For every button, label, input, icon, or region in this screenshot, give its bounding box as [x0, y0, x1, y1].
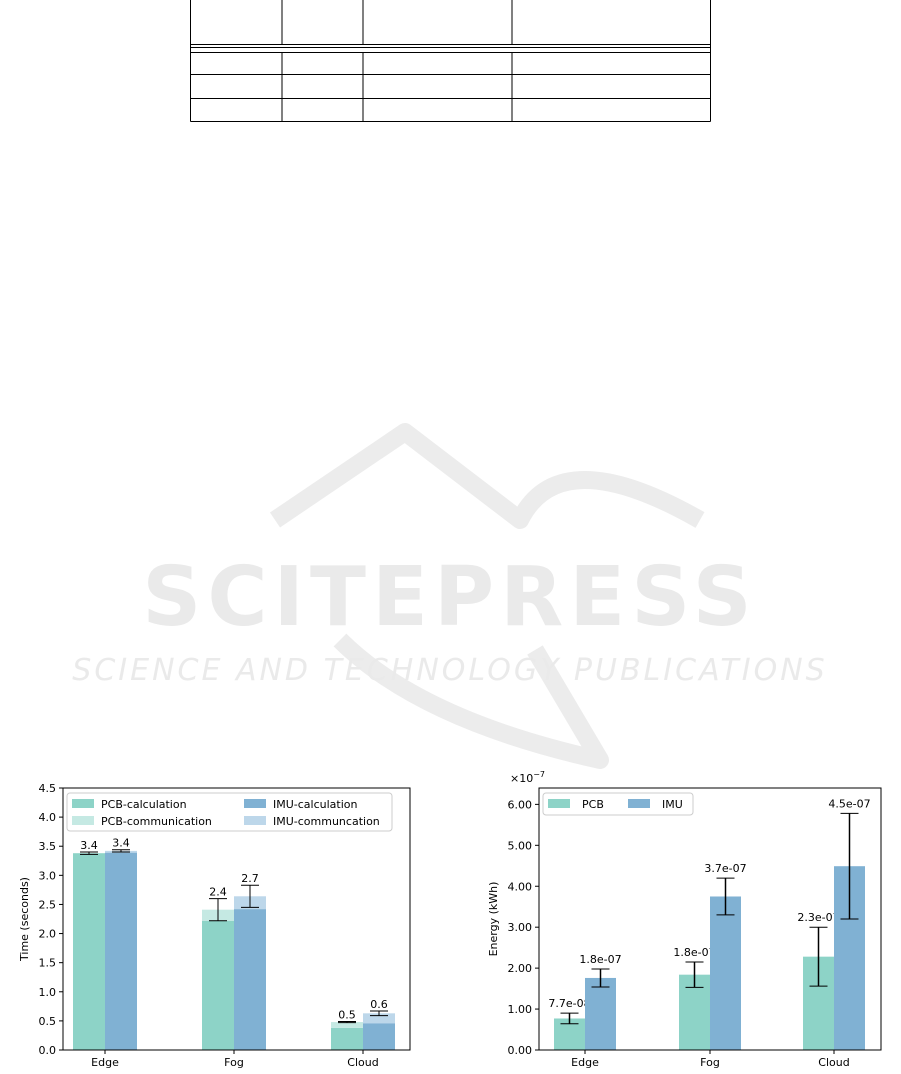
data-label: 4.5e-07	[828, 797, 870, 810]
y-tick-label: 2.5	[39, 898, 57, 911]
y-tick-label: 4.00	[508, 880, 533, 893]
y-tick-label: 1.00	[508, 1003, 533, 1016]
results-table	[190, 0, 711, 122]
bar-imu	[585, 977, 616, 1050]
legend-swatch	[72, 816, 94, 825]
y-tick-label: 0.00	[508, 1044, 533, 1057]
y-tick-label: 3.00	[508, 921, 533, 934]
x-tick-label: Cloud	[347, 1056, 378, 1069]
y-axis-label: Energy (kWh)	[487, 882, 500, 957]
data-label: 3.4	[80, 839, 98, 852]
legend-swatch	[548, 799, 570, 808]
data-label: 1.8e-07	[673, 946, 715, 959]
y-tick-label: 3.0	[39, 869, 57, 882]
bar-imu-calculation	[105, 852, 137, 1050]
time-chart: 0.0 0.5 1.0 1.5 2.0 2.5 3.0 3.5 4.0 4.5 Edge Fog Clo…	[18, 782, 411, 1069]
legend-box	[542, 792, 694, 816]
y-tick-label: 3.5	[39, 840, 57, 853]
data-label: 1.8e-07	[579, 953, 621, 966]
y-tick-label: 5.00	[508, 839, 533, 852]
legend-label: IMU-communcation	[273, 815, 380, 828]
legend-swatch	[244, 799, 266, 808]
legend-box	[66, 792, 393, 832]
legend: PCB IMU	[542, 792, 694, 816]
data-label: 3.7e-07	[704, 862, 746, 875]
plot-frame	[62, 787, 411, 1051]
y-axis-label: Time (seconds)	[18, 877, 31, 962]
data-label: 0.6	[370, 998, 388, 1011]
plot-frame	[538, 787, 882, 1051]
data-label: 2.4	[209, 886, 227, 899]
legend-label: IMU-calculation	[273, 798, 358, 811]
legend-label: PCB-communication	[101, 815, 212, 828]
x-tick-label: Edge	[571, 1056, 599, 1069]
y-tick-label: 4.0	[39, 811, 57, 824]
bar-pcb-calculation	[331, 1027, 363, 1050]
bar-imu-calculation	[234, 909, 266, 1050]
watermark-logo-icon	[269, 423, 705, 769]
x-tick-label: Edge	[91, 1056, 119, 1069]
axis-offset-text: ×10−7	[510, 770, 545, 785]
energy-chart: 0.00 1.00 2.00 3.00 4.00 5.00 6.00 Edge Fog Cloud…	[487, 770, 882, 1069]
bar-pcb-calculation	[73, 853, 105, 1050]
watermark-tagline: SCIENCE AND TECHNOLOGY PUBLICATIONS	[72, 653, 827, 688]
y-tick-label: 2.00	[508, 962, 533, 975]
y-tick-label: 1.5	[39, 957, 57, 970]
watermark-wordmark: SCITEPRESS	[142, 550, 757, 645]
legend-label: PCB	[582, 798, 604, 811]
bar-imu	[710, 896, 741, 1050]
data-label: 3.4	[112, 837, 130, 850]
data-label: 0.5	[338, 1008, 356, 1021]
data-label: 7.7e-08	[548, 997, 590, 1010]
y-tick-label: 4.5	[39, 782, 57, 795]
x-tick-label: Fog	[224, 1056, 244, 1069]
legend-label: IMU	[662, 798, 683, 811]
legend-swatch	[72, 799, 94, 808]
y-tick-label: 6.00	[508, 798, 533, 811]
x-tick-label: Cloud	[818, 1056, 849, 1069]
bar-imu-calculation	[363, 1023, 395, 1050]
legend-label: PCB-calculation	[101, 798, 187, 811]
y-tick-label: 0.5	[39, 1015, 57, 1028]
y-tick-label: 0.0	[39, 1044, 57, 1057]
data-label: 2.3e-07	[797, 911, 839, 924]
legend: PCB-calculation PCB-communication IMU-calc…	[66, 792, 393, 832]
bar-imu-communcation	[363, 1013, 395, 1024]
y-tick-label: 2.0	[39, 928, 57, 941]
legend-swatch	[244, 816, 266, 825]
bar-pcb-communication	[331, 1022, 363, 1028]
y-tick-label: 1.0	[39, 986, 57, 999]
data-label: 2.7	[241, 872, 259, 885]
legend-swatch	[628, 799, 650, 808]
x-tick-label: Fog	[700, 1056, 720, 1069]
bar-pcb-calculation	[202, 920, 234, 1050]
